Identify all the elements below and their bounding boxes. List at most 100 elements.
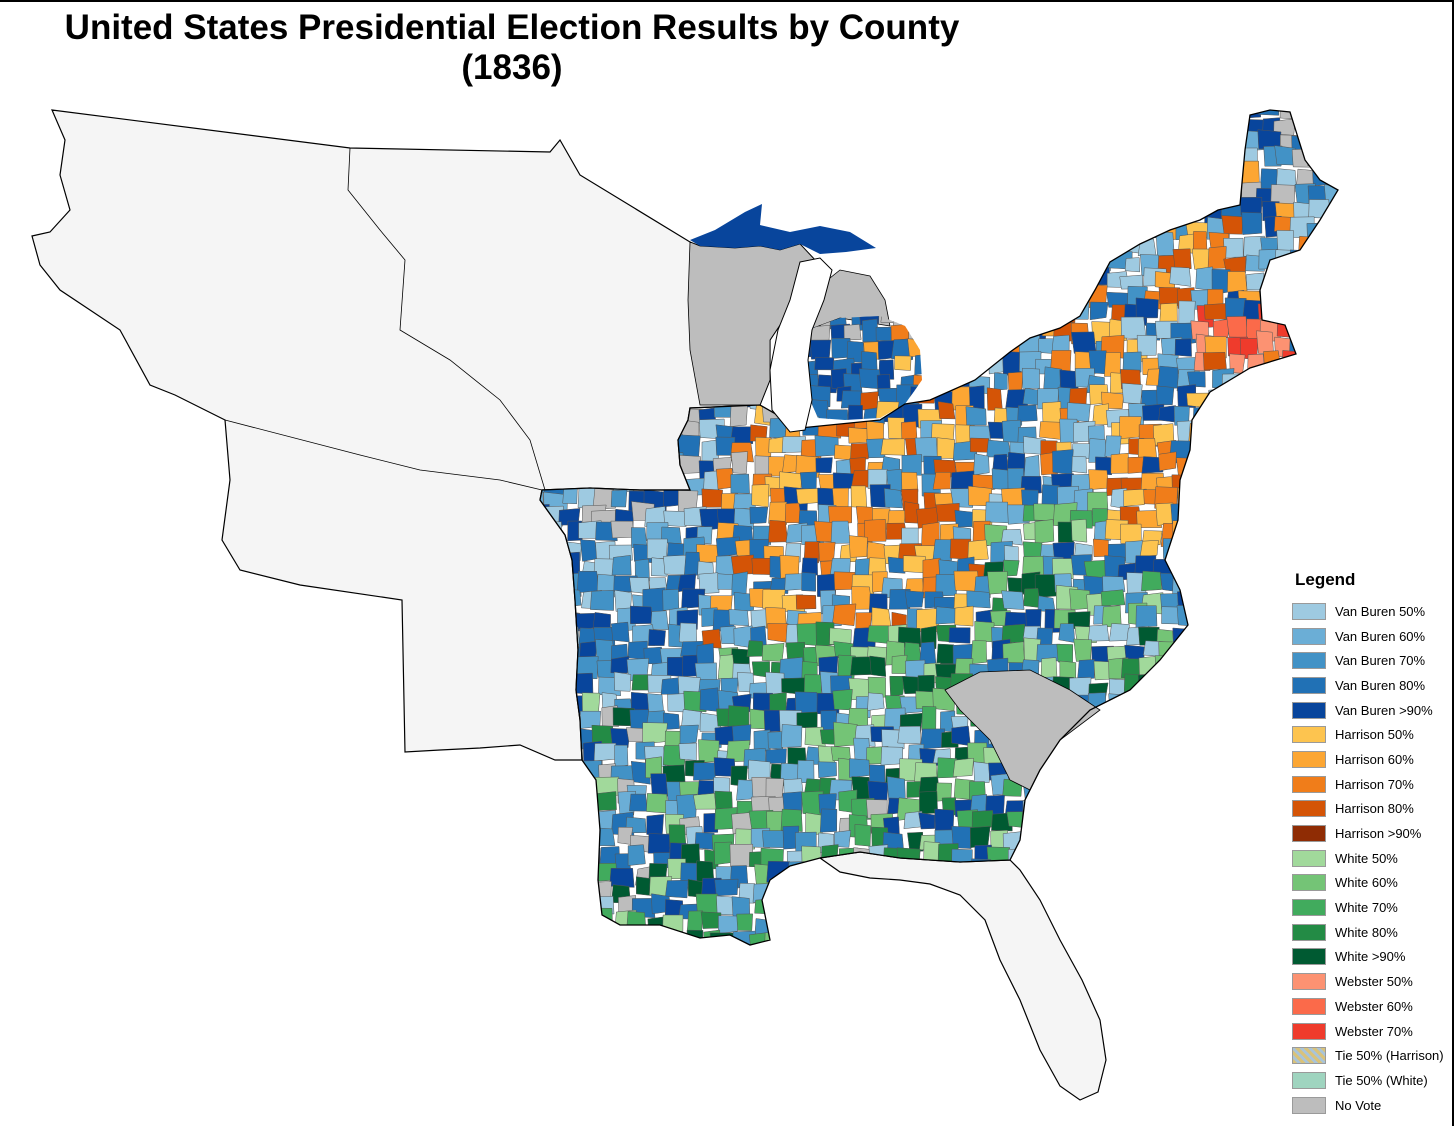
county	[1187, 371, 1206, 388]
legend-item: Harrison >90%	[1292, 821, 1454, 846]
county	[1160, 741, 1179, 765]
legend-label: Van Buren 80%	[1335, 677, 1426, 693]
county	[613, 147, 629, 166]
county	[1308, 321, 1329, 342]
county	[1103, 878, 1124, 898]
county	[597, 110, 618, 121]
county	[937, 341, 956, 359]
legend-swatch	[1292, 899, 1326, 917]
county	[1017, 179, 1040, 205]
county	[1033, 503, 1056, 522]
legend-item: White 80%	[1292, 920, 1454, 945]
county	[912, 374, 922, 394]
legend-item: Harrison 80%	[1292, 797, 1454, 822]
legend-label: Harrison 80%	[1335, 801, 1414, 817]
county	[958, 335, 979, 355]
county	[886, 253, 905, 273]
county	[918, 111, 942, 134]
county	[1237, 780, 1262, 804]
county	[1261, 367, 1281, 393]
county	[1189, 115, 1209, 138]
county	[1308, 272, 1329, 292]
county	[626, 911, 647, 932]
county	[668, 149, 687, 169]
county	[644, 164, 667, 185]
county	[1243, 834, 1266, 852]
county	[1055, 828, 1075, 849]
county	[1017, 404, 1038, 422]
county	[801, 572, 816, 592]
county	[907, 831, 924, 852]
county	[1057, 267, 1076, 293]
county	[1192, 183, 1212, 204]
county	[767, 623, 789, 643]
county	[1157, 365, 1179, 389]
legend-swatch	[1292, 1022, 1326, 1040]
county	[540, 774, 548, 795]
county	[1022, 120, 1045, 135]
county	[786, 930, 804, 945]
county	[820, 933, 838, 945]
county	[1173, 560, 1192, 578]
county	[680, 110, 705, 115]
county	[1327, 419, 1338, 440]
county	[787, 136, 805, 155]
county	[1262, 628, 1283, 649]
county	[1177, 590, 1194, 608]
county	[683, 172, 708, 190]
county	[1004, 256, 1021, 277]
county	[1076, 834, 1093, 852]
county	[1084, 844, 1106, 870]
county	[1137, 238, 1157, 257]
county	[732, 111, 752, 134]
county	[753, 110, 773, 123]
county	[1195, 266, 1215, 291]
county	[1102, 847, 1125, 864]
county	[932, 932, 953, 945]
county	[1228, 574, 1251, 593]
county	[701, 488, 723, 508]
county	[686, 134, 705, 158]
county	[817, 761, 837, 778]
county	[751, 187, 769, 204]
county	[936, 229, 953, 255]
county	[1189, 728, 1209, 753]
county	[852, 217, 873, 238]
county	[1230, 764, 1248, 784]
county	[1242, 811, 1266, 837]
county	[1052, 449, 1074, 475]
county	[1211, 740, 1230, 761]
county	[1172, 165, 1193, 188]
county	[1154, 129, 1179, 150]
county	[747, 129, 766, 150]
county	[1257, 739, 1279, 765]
legend-item: Harrison 70%	[1292, 772, 1454, 797]
county	[1006, 201, 1030, 224]
county	[1194, 932, 1209, 945]
county	[1156, 385, 1175, 406]
county	[1308, 252, 1326, 271]
county	[768, 501, 788, 525]
county	[1227, 930, 1248, 945]
county	[1140, 747, 1160, 763]
territory-boundary	[224, 147, 546, 491]
county	[540, 814, 548, 838]
county	[1188, 169, 1212, 192]
county	[1333, 488, 1338, 513]
county	[1242, 693, 1265, 713]
county	[1187, 135, 1210, 155]
county	[801, 557, 818, 577]
county	[929, 307, 949, 327]
county	[767, 731, 784, 750]
county	[716, 200, 737, 218]
county	[1176, 760, 1193, 784]
county	[1186, 750, 1210, 768]
county	[788, 117, 807, 138]
county	[1322, 441, 1338, 463]
county	[1188, 537, 1209, 558]
county	[1088, 714, 1111, 734]
county	[1272, 508, 1296, 530]
county	[1262, 579, 1281, 597]
county	[1220, 689, 1244, 714]
county	[899, 303, 917, 326]
